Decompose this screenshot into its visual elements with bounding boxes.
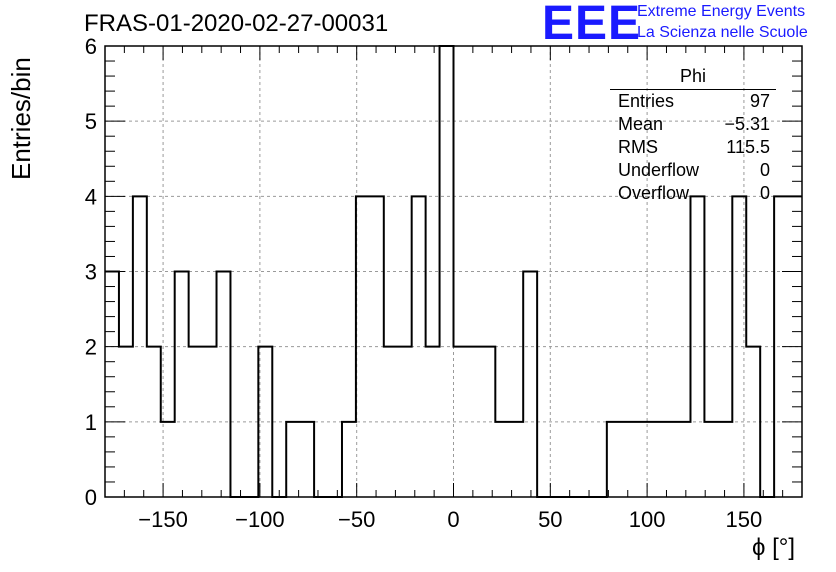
histogram-bin: [663, 422, 677, 497]
histogram-bin: [175, 272, 189, 498]
stats-value: 97: [749, 91, 770, 111]
histogram-bin: [300, 422, 314, 497]
stats-box: Phi Entries 97 Mean −5.31 RMS 115.5 Unde…: [610, 66, 776, 205]
stats-value: 0: [759, 160, 770, 180]
histogram-bin: [690, 196, 704, 497]
histogram-bin: [105, 272, 119, 498]
y-tick-label: 6: [85, 34, 97, 59]
plot-frame: [104, 45, 803, 498]
x-tick-label: 50: [538, 507, 562, 532]
x-tick-label: −100: [235, 507, 285, 532]
tick-labels: −150 −100 −50 0 50 100 150 0 1 2 3 4 5 6: [85, 34, 763, 532]
stats-label: Mean: [618, 114, 664, 134]
logo-line-2: La Scienza nelle Scuole: [637, 24, 808, 41]
y-tick-label: 2: [85, 335, 97, 360]
y-tick-label: 1: [85, 410, 97, 435]
stats-value: 0: [759, 183, 770, 203]
histogram-bin: [635, 422, 649, 497]
x-axis-label: ϕ [°]: [752, 534, 796, 561]
y-tick-label: 0: [85, 485, 97, 510]
histogram-bin: [509, 422, 523, 497]
x-tick-label: −50: [338, 507, 375, 532]
histogram-bin: [718, 422, 732, 497]
histogram-bin: [677, 422, 691, 497]
stats-label: RMS: [618, 137, 658, 157]
stats-box-title: Phi: [610, 66, 776, 90]
y-tick-label: 5: [85, 109, 97, 134]
histogram-bin: [607, 422, 621, 497]
stats-row-underflow: Underflow 0: [610, 159, 776, 182]
x-tick-label: 150: [726, 507, 763, 532]
histogram-series: [105, 45, 802, 498]
stats-row-mean: Mean −5.31: [610, 113, 776, 136]
stats-row-rms: RMS 115.5: [610, 136, 776, 159]
histogram-bin: [523, 272, 537, 498]
eee-logo-mark: EEE: [542, 0, 642, 50]
stats-label: Underflow: [618, 160, 700, 180]
logo-line-1: Extreme Energy Events: [637, 3, 806, 20]
stats-row-overflow: Overflow 0: [610, 182, 776, 205]
stats-label: Overflow: [618, 183, 690, 203]
y-axis-label: Entries/bin: [6, 57, 36, 180]
histogram-outline: [105, 45, 802, 498]
histogram-bin: [495, 422, 509, 497]
y-tick-label: 4: [85, 184, 97, 209]
histogram-bin: [704, 422, 718, 497]
histogram-bin: [258, 347, 272, 497]
x-tick-label: 0: [447, 507, 459, 532]
histogram-bin: [286, 422, 300, 497]
histogram-bin: [342, 422, 356, 497]
histogram-bin: [217, 272, 231, 498]
chart-title: FRAS-01-2020-02-27-00031: [84, 10, 389, 37]
y-tick-label: 3: [85, 260, 97, 285]
x-tick-label: 100: [629, 507, 666, 532]
stats-row-entries: Entries 97: [610, 90, 776, 113]
histogram-bin: [133, 196, 147, 497]
histogram-bin: [649, 422, 663, 497]
histogram-bin: [621, 422, 635, 497]
x-tick-label: −150: [138, 507, 188, 532]
stats-value: −5.31: [724, 114, 770, 134]
stats-label: Entries: [618, 91, 675, 111]
stats-value: 115.5: [726, 137, 770, 157]
